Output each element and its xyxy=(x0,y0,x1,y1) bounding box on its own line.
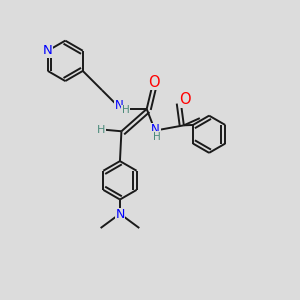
Text: N: N xyxy=(115,99,124,112)
Text: H: H xyxy=(97,125,106,135)
Text: O: O xyxy=(179,92,191,107)
Text: H: H xyxy=(122,106,130,116)
Text: N: N xyxy=(115,208,124,221)
Text: N: N xyxy=(151,123,160,136)
Text: N: N xyxy=(43,44,53,57)
Text: O: O xyxy=(148,75,159,90)
Text: H: H xyxy=(153,132,160,142)
